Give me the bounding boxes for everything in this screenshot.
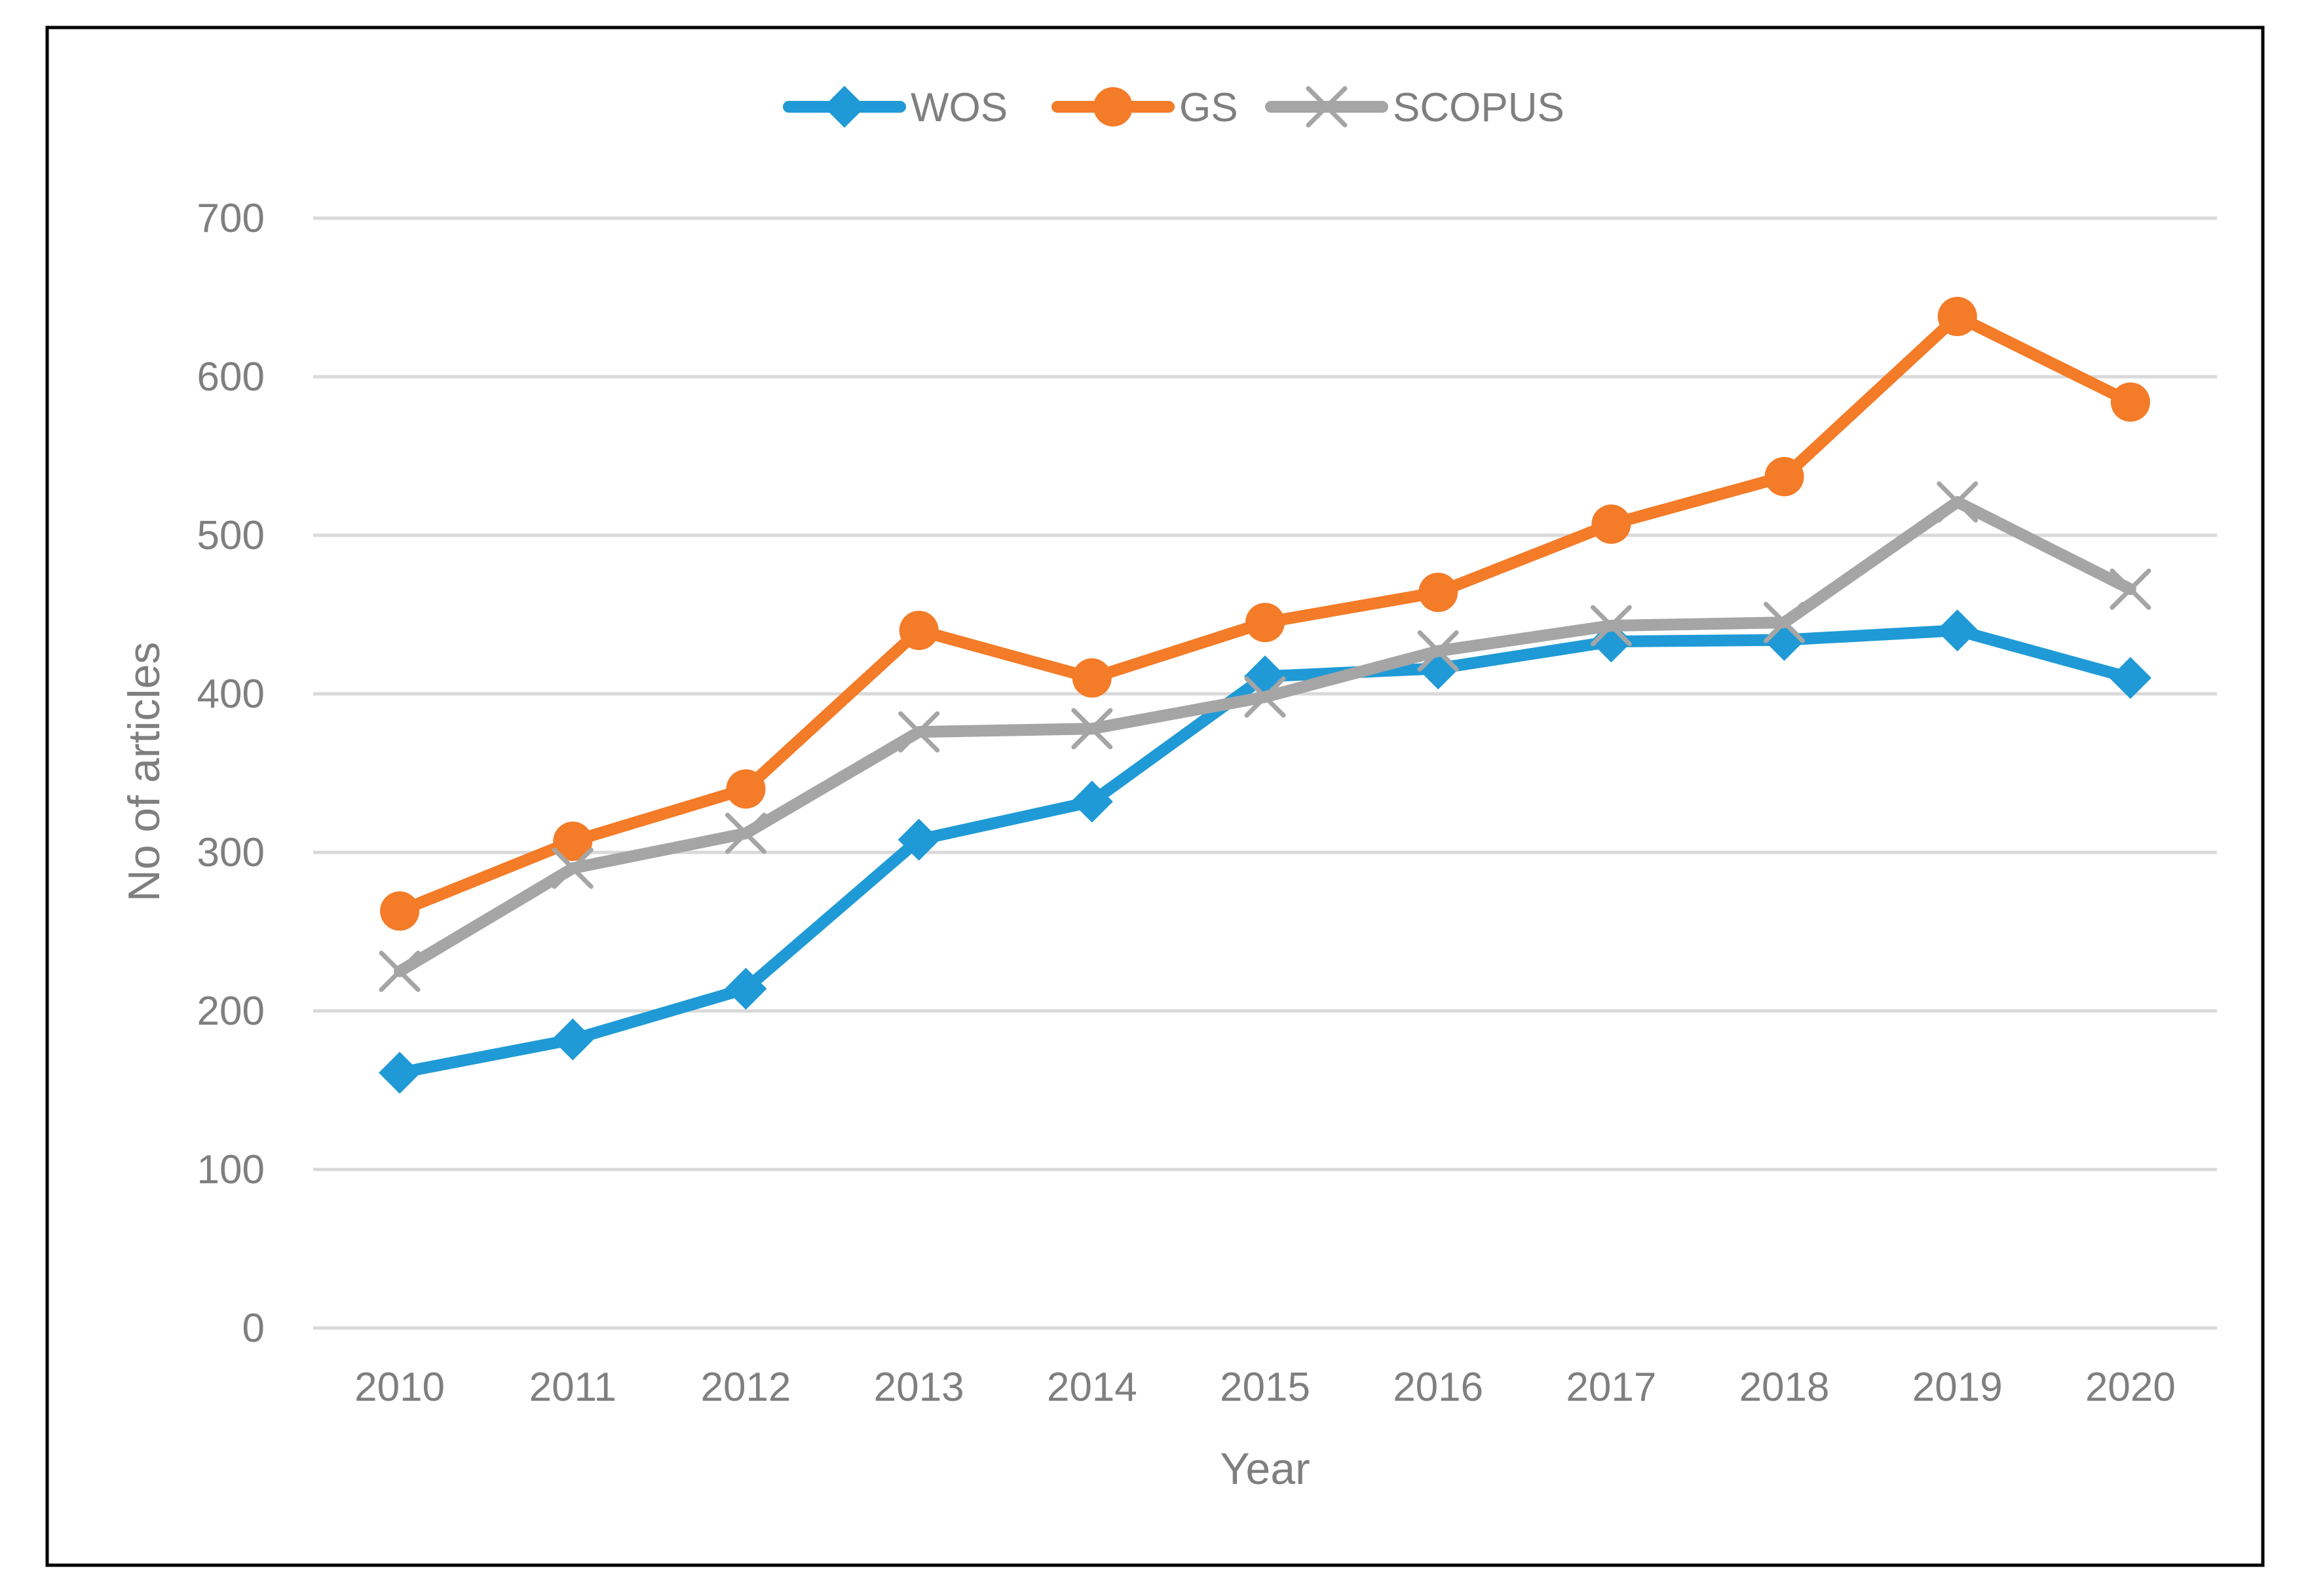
y-tick-label: 100 [197,1147,265,1192]
legend-item-wos: WOS [783,85,1008,130]
wos-point-2019 [1936,609,1979,652]
wos-point-2011 [552,1018,594,1061]
legend-label-scopus: SCOPUS [1393,85,1564,130]
gs-point-2020 [2110,382,2150,422]
scopus-point-2020 [2110,568,2151,610]
legend-marker-wos [824,86,865,128]
series-lines [379,297,2151,1094]
wos-point-2018 [1763,618,1806,661]
scopus-point-2010 [379,951,421,992]
x-tick-label: 2012 [700,1365,791,1410]
x-axis-title: Year [1220,1444,1310,1494]
wos-point-2012 [725,968,767,1010]
scopus-point-2019 [1937,481,1979,523]
gs-point-2019 [1937,297,1977,337]
y-tick-label: 400 [197,672,265,717]
gs-point-2016 [1418,573,1458,613]
scopus-point-2014 [1071,708,1113,750]
scopus-point-2017 [1590,605,1632,647]
y-tick-label: 700 [197,196,265,241]
wos-point-2020 [2109,656,2151,699]
legend-label-wos: WOS [911,85,1008,130]
y-axis-ticks: 0 100 200 300 400 500 600 700 [197,196,265,1351]
y-tick-label: 600 [197,354,265,400]
legend-label-gs: GS [1179,85,1238,130]
gs-point-2011 [553,822,593,862]
x-tick-label: 2016 [1393,1365,1483,1410]
scopus-point-2013 [898,711,940,753]
legend-marker-scopus [1306,86,1348,128]
wos-point-2013 [898,818,940,861]
chart-frame [45,26,2265,1567]
scopus-point-2015 [1244,676,1286,718]
legend-item-scopus: SCOPUS [1265,85,1564,130]
x-tick-label: 2020 [2085,1365,2176,1410]
gs-point-2012 [726,769,766,809]
x-tick-label: 2014 [1047,1365,1137,1410]
x-tick-label: 2017 [1566,1365,1656,1410]
x-tick-label: 2019 [1912,1365,2003,1410]
y-tick-label: 500 [197,513,265,558]
x-tick-label: 2015 [1220,1365,1310,1410]
series-wos [379,609,2151,1094]
x-axis-ticks: 2010 2011 2012 2013 2014 2015 2016 2017 2018 2019… [354,1365,2176,1410]
scopus-point-2012 [725,812,767,854]
gs-point-2015 [1245,603,1285,643]
gs-point-2014 [1072,658,1112,698]
legend-marker-gs [1093,87,1133,126]
gs-point-2018 [1764,457,1804,497]
series-scopus [379,481,2151,992]
x-tick-label: 2011 [529,1365,616,1410]
scopus-point-2018 [1764,601,1806,643]
series-gs [380,297,2150,931]
legend: WOS GS SCOPUS [783,85,1564,130]
x-tick-label: 2010 [354,1365,445,1410]
x-tick-label: 2013 [874,1365,964,1410]
gs-point-2010 [380,891,420,931]
scopus-point-2011 [552,847,594,889]
wos-point-2014 [1070,780,1113,823]
gs-point-2013 [899,611,939,651]
wos-point-2010 [379,1052,421,1094]
scopus-point-2016 [1417,630,1459,672]
x-tick-label: 2018 [1739,1365,1830,1410]
y-axis-title: No of articles [119,642,169,902]
y-tick-label: 300 [197,830,265,875]
y-tick-label: 0 [242,1306,265,1351]
legend-item-gs: GS [1051,85,1238,130]
y-tick-label: 200 [197,989,265,1034]
gs-point-2017 [1591,504,1631,544]
